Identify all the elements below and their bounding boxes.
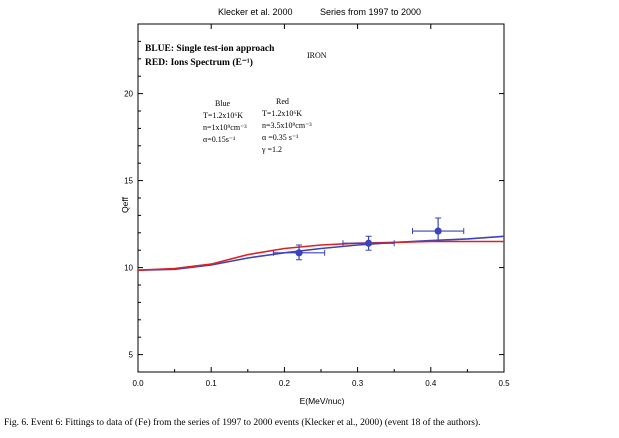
blue-param-temperature: T=1.2x10⁶K xyxy=(203,111,243,120)
header-series: Series from 1997 to 2000 xyxy=(320,7,422,17)
x-tick-label: 0.0 xyxy=(132,379,144,388)
header-reference: Klecker et al. 2000 xyxy=(218,7,293,17)
red-params-heading: Red xyxy=(276,97,289,106)
axis-ticks xyxy=(137,24,505,372)
series-curves xyxy=(137,235,505,271)
data-point xyxy=(364,239,373,247)
blue-param-density: n=1x10⁹cm⁻³ xyxy=(203,123,247,132)
y-tick-label: 10 xyxy=(124,264,133,273)
y-tick-labels: 5 10 15 20 xyxy=(124,90,133,360)
y-tick-label: 20 xyxy=(124,90,133,99)
data-points xyxy=(272,217,465,261)
x-tick-label: 0.1 xyxy=(206,379,218,388)
red-param-density: n=3.5x10⁹cm⁻³ xyxy=(262,121,312,130)
figure-caption: Fig. 6. Event 6: Fittings to data of (Fe… xyxy=(4,418,481,428)
data-point xyxy=(295,249,303,257)
legend-blue: BLUE: Single test-ion approach xyxy=(145,44,275,54)
y-tick-label: 5 xyxy=(129,351,134,360)
plot-frame xyxy=(137,23,505,373)
red-param-gamma: γ =1.2 xyxy=(261,145,282,154)
red-param-temperature: T=1.2x10⁶K xyxy=(262,109,302,118)
red-param-alpha: α =0.35 s⁻¹ xyxy=(262,133,299,142)
element-label: IRON xyxy=(307,51,327,60)
blue-params-heading: Blue xyxy=(215,99,231,108)
data-point xyxy=(434,227,442,235)
series-line-red xyxy=(137,240,504,271)
legend-red: RED: Ions Spectrum (E⁻¹) xyxy=(145,57,253,68)
blue-param-alpha: α=0.15s⁻¹ xyxy=(203,135,236,144)
y-tick-label: 15 xyxy=(124,177,133,186)
x-tick-label: 0.5 xyxy=(498,379,510,388)
x-tick-label: 0.2 xyxy=(279,379,291,388)
y-axis-label: Qeff xyxy=(120,196,130,213)
x-tick-labels: 0.0 0.1 0.2 0.3 0.4 0.5 xyxy=(132,379,510,388)
x-tick-label: 0.3 xyxy=(352,379,364,388)
x-tick-label: 0.4 xyxy=(425,379,437,388)
series-line-blue xyxy=(137,235,505,271)
x-axis-label: E(MeV/nuc) xyxy=(300,396,345,406)
